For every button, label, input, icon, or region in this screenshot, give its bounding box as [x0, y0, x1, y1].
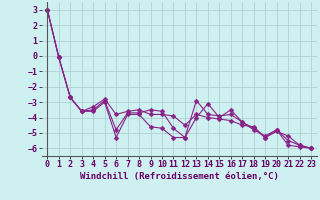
X-axis label: Windchill (Refroidissement éolien,°C): Windchill (Refroidissement éolien,°C) [80, 172, 279, 181]
